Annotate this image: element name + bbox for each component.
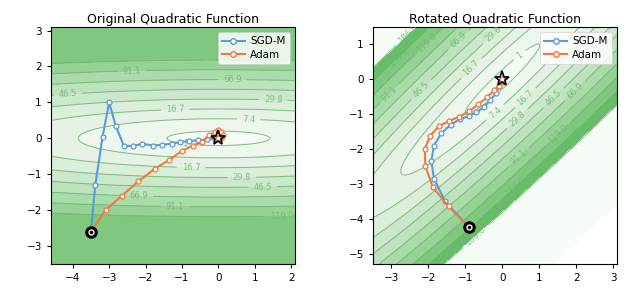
Legend: SGD-M, Adam: SGD-M, Adam (540, 32, 612, 64)
Text: 29.8: 29.8 (483, 25, 503, 44)
Text: 46.5: 46.5 (59, 89, 78, 99)
Text: 91.1: 91.1 (123, 66, 141, 76)
Text: 66.9: 66.9 (448, 30, 468, 50)
Text: 66.9: 66.9 (130, 191, 148, 201)
Text: 7.4: 7.4 (242, 115, 256, 124)
Text: 66.9: 66.9 (565, 81, 585, 100)
Title: Rotated Quadratic Function: Rotated Quadratic Function (409, 13, 581, 26)
Text: 186.0: 186.0 (464, 225, 488, 248)
Text: 1: 1 (515, 50, 525, 60)
Text: 16.7: 16.7 (165, 105, 184, 114)
Text: 119.0: 119.0 (415, 32, 438, 55)
Text: 91.1: 91.1 (166, 202, 184, 211)
Text: 7.4: 7.4 (487, 104, 503, 120)
Title: Original Quadratic Function: Original Quadratic Function (87, 13, 259, 26)
Text: 16.7: 16.7 (182, 163, 200, 172)
Text: 150.6: 150.6 (387, 45, 410, 68)
Text: 46.5: 46.5 (544, 88, 563, 107)
Text: 66.9: 66.9 (223, 75, 242, 84)
Text: 29.8: 29.8 (232, 173, 251, 182)
Text: 186.0: 186.0 (396, 22, 420, 45)
Text: 119.0: 119.0 (255, 56, 279, 65)
Text: 119.0: 119.0 (546, 123, 570, 146)
Text: 1: 1 (182, 139, 188, 148)
Text: 46.5: 46.5 (253, 182, 272, 192)
Text: 16.7: 16.7 (515, 88, 535, 108)
Text: 29.8: 29.8 (264, 95, 282, 105)
Text: 91.1: 91.1 (380, 84, 399, 103)
Text: 16.7: 16.7 (462, 58, 481, 78)
Text: 46.5: 46.5 (411, 80, 431, 100)
Text: 29.8: 29.8 (508, 109, 527, 128)
Text: 150.6: 150.6 (503, 176, 527, 199)
Text: 119.0: 119.0 (270, 212, 293, 221)
Legend: SGD-M, Adam: SGD-M, Adam (218, 32, 289, 64)
Text: 91.1: 91.1 (509, 148, 529, 167)
